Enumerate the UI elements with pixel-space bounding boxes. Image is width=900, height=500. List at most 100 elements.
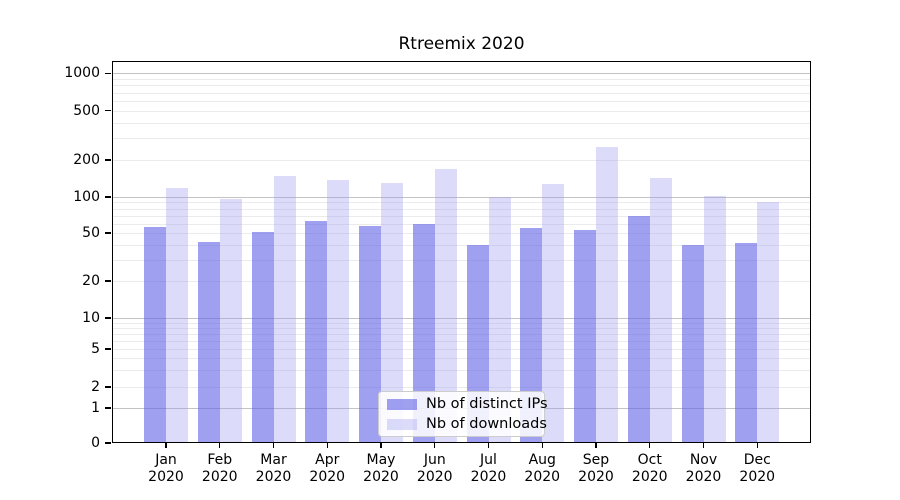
gridline-1000: [113, 73, 810, 75]
bar-distinct-ips-may: [359, 226, 381, 442]
x-tick-label-jan: Jan 2020: [148, 452, 184, 485]
y-tick-label-20: 20: [82, 273, 100, 289]
gridline-8: [113, 327, 810, 329]
y-tick-100: [105, 196, 111, 198]
x-tick-feb: [219, 443, 221, 448]
bar-downloads-sep: [596, 147, 618, 442]
gridline-300: [113, 138, 810, 140]
gridline-10: [113, 318, 810, 319]
y-tick-5: [105, 348, 111, 350]
legend-swatch-downloads-icon: [387, 418, 417, 430]
gridline-40: [113, 244, 810, 246]
bar-distinct-ips-sep: [574, 229, 596, 442]
x-tick-jun: [434, 443, 436, 448]
y-tick-label-5: 5: [91, 341, 100, 357]
gridline-5: [113, 349, 810, 350]
legend-item-distinct-ips: Nb of distinct IPs: [387, 396, 548, 412]
bar-downloads-apr: [327, 180, 350, 442]
gridline-200: [113, 160, 810, 161]
x-tick-mar: [272, 443, 275, 448]
bar-distinct-ips-mar: [251, 231, 274, 442]
x-tick-may: [380, 443, 382, 448]
gridline-50: [113, 233, 810, 234]
legend-item-downloads: Nb of downloads: [387, 416, 547, 432]
x-tick-label-jul: Jul 2020: [470, 452, 507, 485]
gridline-70: [113, 215, 810, 217]
legend-swatch-distinct-ips-icon: [387, 398, 417, 410]
bar-distinct-ips-jun: [412, 223, 435, 442]
x-tick-label-mar: Mar 2020: [255, 452, 292, 485]
y-tick-200: [105, 159, 111, 161]
y-tick-label-1000: 1000: [64, 65, 100, 82]
gridline-2: [113, 387, 810, 388]
y-tick-label-10: 10: [82, 310, 100, 326]
gridlines-layer: [113, 62, 810, 442]
legend-label-downloads: Nb of downloads: [426, 416, 547, 432]
x-tick-label-jun: Jun 2020: [416, 452, 453, 485]
bars-layer: [113, 62, 810, 442]
x-tick-label-oct: Oct 2020: [631, 452, 668, 485]
bar-distinct-ips-aug: [520, 228, 543, 442]
y-tick-2: [105, 386, 111, 388]
y-tick-1000: [105, 72, 111, 74]
y-tick-label-0: 0: [91, 435, 100, 451]
bar-downloads-oct: [649, 177, 672, 442]
gridline-100: [113, 197, 810, 198]
y-tick-label-2: 2: [91, 379, 100, 395]
gridline-600: [113, 100, 810, 102]
gridline-3: [113, 370, 810, 372]
bar-downloads-jan: [166, 188, 188, 442]
y-tick-50: [105, 232, 111, 234]
gridline-900: [113, 78, 810, 80]
x-tick-oct: [649, 443, 651, 448]
gridline-500: [113, 110, 810, 112]
bar-downloads-mar: [273, 176, 296, 442]
x-tick-jan: [165, 443, 167, 448]
bar-downloads-may: [381, 183, 403, 442]
x-tick-dec: [756, 443, 758, 448]
bar-downloads-jun: [434, 169, 457, 442]
x-tick-label-dec: Dec 2020: [739, 452, 776, 485]
gridline-30: [113, 259, 810, 261]
plot-area: Nb of distinct IPs Nb of downloads: [112, 61, 811, 443]
gridline-700: [113, 92, 810, 94]
bar-downloads-jul: [488, 197, 511, 442]
bar-downloads-feb: [219, 198, 242, 442]
legend: Nb of distinct IPs Nb of downloads: [378, 391, 548, 437]
bar-distinct-ips-apr: [305, 220, 328, 442]
bar-downloads-aug: [542, 183, 565, 442]
y-tick-label-50: 50: [82, 225, 100, 241]
x-tick-label-apr: Apr 2020: [309, 452, 346, 485]
gridline-80: [113, 208, 810, 210]
bar-downloads-dec: [757, 202, 780, 442]
bar-distinct-ips-dec: [735, 243, 758, 442]
y-tick-label-1: 1: [91, 400, 100, 416]
bar-distinct-ips-jan: [144, 227, 166, 442]
y-tick-label-200: 200: [73, 152, 100, 168]
chart-title: Rtreemix 2020: [398, 34, 525, 54]
y-tick-label-500: 500: [73, 102, 100, 119]
y-tick-0: [105, 442, 111, 444]
x-tick-nov: [702, 443, 705, 448]
bar-distinct-ips-feb: [197, 242, 220, 442]
x-tick-label-feb: Feb 2020: [201, 452, 238, 485]
x-tick-aug: [541, 443, 543, 448]
gridline-800: [113, 85, 810, 87]
x-tick-label-aug: Aug 2020: [524, 452, 561, 485]
gridline-60: [113, 223, 810, 225]
x-tick-sep: [595, 443, 597, 448]
x-tick-apr: [326, 443, 328, 448]
x-tick-jul: [487, 443, 490, 448]
gridline-4: [113, 358, 810, 360]
y-tick-10: [105, 317, 111, 319]
gridline-6: [113, 340, 810, 342]
x-tick-label-may: May 2020: [363, 452, 399, 485]
legend-label-distinct-ips: Nb of distinct IPs: [426, 396, 548, 412]
gridline-400: [113, 122, 810, 124]
gridline-90: [113, 202, 810, 204]
gridline-7: [113, 333, 810, 335]
bar-downloads-nov: [703, 196, 726, 442]
